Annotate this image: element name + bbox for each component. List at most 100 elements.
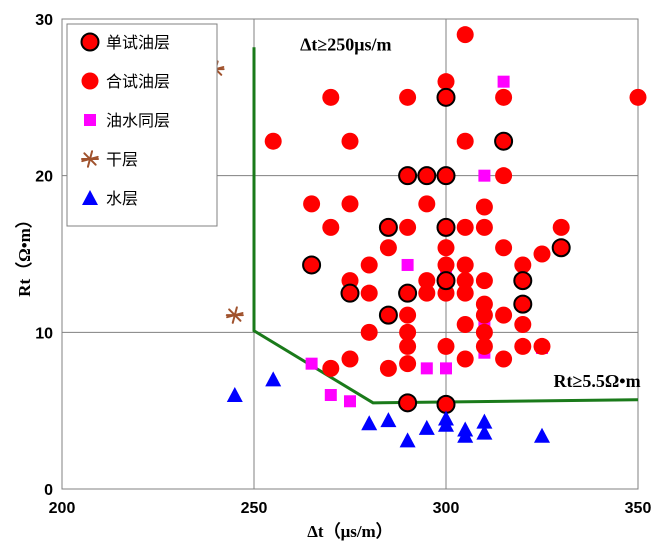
data-point (513, 271, 533, 291)
data-point (341, 350, 359, 368)
data-point (399, 306, 417, 324)
data-point (629, 88, 647, 106)
data-point (551, 238, 571, 258)
data-point (398, 393, 418, 413)
data-point (456, 350, 474, 368)
data-point (456, 316, 474, 333)
data-point (436, 166, 456, 186)
legend-marker (80, 32, 100, 52)
x-axis-label: Δt（μs/m） (307, 521, 392, 541)
data-point (494, 131, 514, 151)
legend-marker (81, 150, 99, 168)
data-point (478, 169, 491, 182)
data-point (440, 362, 452, 375)
data-point (456, 132, 474, 150)
data-point (495, 306, 513, 324)
data-point (399, 432, 416, 448)
legend-label: 单试油层 (106, 33, 170, 52)
data-point (399, 88, 417, 106)
x-tick-label: 250 (241, 500, 268, 517)
data-point (513, 294, 533, 314)
data-point (398, 283, 418, 303)
data-point (344, 395, 356, 408)
legend-marker (81, 72, 99, 90)
data-point (456, 256, 474, 274)
data-point (436, 217, 456, 237)
data-point (264, 132, 282, 150)
data-point (552, 218, 570, 236)
data-point (420, 362, 433, 375)
data-point (533, 245, 551, 263)
y-tick-label: 10 (35, 325, 53, 342)
data-point (437, 73, 455, 91)
y-tick-label: 0 (44, 482, 53, 499)
x-tick-label: 200 (49, 500, 76, 517)
data-point (341, 132, 359, 150)
data-point (360, 284, 378, 302)
data-point (340, 283, 360, 303)
data-point (399, 323, 417, 341)
data-point (437, 337, 455, 355)
data-point (399, 218, 417, 236)
data-point (302, 255, 322, 275)
data-point (265, 371, 282, 387)
x-tick-label: 350 (625, 500, 652, 517)
data-point (322, 218, 340, 236)
legend-marker (84, 114, 96, 126)
data-point (497, 75, 510, 88)
data-point (225, 306, 244, 324)
data-point (379, 359, 397, 377)
y-tick-label: 30 (35, 12, 53, 29)
y-tick-label: 20 (35, 169, 53, 186)
legend-marker (82, 190, 98, 205)
data-point (475, 198, 493, 216)
data-point (436, 87, 456, 107)
annotations: Δt≥250μs/m Rt≥5.5Ω•m (300, 34, 641, 391)
series-4 (226, 371, 550, 448)
data-point (456, 26, 474, 44)
data-point (305, 357, 318, 370)
data-point (322, 88, 340, 106)
data-point (475, 323, 493, 341)
tick-labels: 200 250 300 350 0 10 20 30 (35, 12, 651, 517)
data-points (206, 26, 647, 448)
data-point (514, 256, 532, 274)
data-point (514, 337, 532, 355)
data-point (399, 355, 417, 373)
data-point (322, 359, 340, 377)
data-point (495, 167, 513, 185)
annotation-label: Rt≥5.5Ω•m (554, 371, 641, 391)
data-point (417, 166, 437, 186)
y-axis-label: Rt（Ω•m） (14, 211, 34, 297)
data-point (378, 217, 398, 237)
annotation-label: Δt≥250μs/m (300, 34, 391, 54)
data-point (418, 419, 435, 435)
legend-label: 合试油层 (106, 72, 170, 91)
data-point (418, 284, 436, 302)
data-point (380, 412, 397, 428)
data-point (360, 256, 378, 274)
data-point (475, 306, 493, 324)
data-point (495, 88, 513, 106)
data-point (360, 323, 378, 341)
data-point (303, 195, 321, 213)
data-point (226, 387, 243, 402)
data-point (379, 239, 397, 257)
data-point (534, 427, 550, 443)
legend-label: 油水同层 (106, 111, 170, 130)
data-point (399, 337, 417, 355)
data-point (324, 389, 337, 401)
data-point (456, 218, 474, 236)
legend-label: 水层 (106, 189, 138, 208)
x-tick-label: 300 (433, 500, 460, 517)
data-point (418, 195, 436, 213)
data-point (436, 394, 456, 414)
data-point (341, 195, 359, 213)
data-point (495, 239, 513, 257)
legend-label: 干层 (106, 150, 138, 169)
data-point (456, 272, 474, 290)
data-point (533, 337, 551, 355)
series-1 (264, 26, 647, 377)
data-point (456, 284, 474, 302)
